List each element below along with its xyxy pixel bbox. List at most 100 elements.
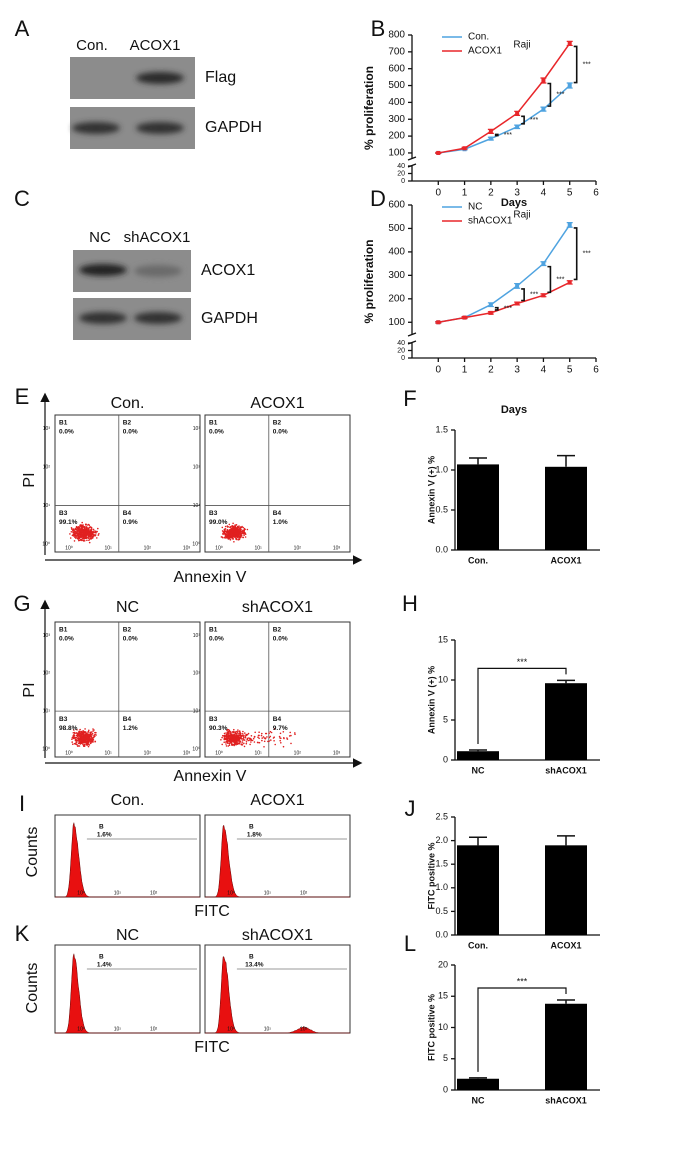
event-dot: [240, 526, 242, 529]
event-dot: [252, 737, 255, 740]
event-dot: [225, 536, 228, 539]
event-dot: [279, 732, 282, 735]
quadrant-name: B2: [273, 420, 282, 427]
event-dot: [222, 536, 224, 539]
event-dot: [241, 738, 243, 740]
x-tick-label: Con.: [468, 555, 488, 565]
event-dot: [92, 533, 94, 535]
event-dot: [221, 530, 224, 532]
y-tick-label: 15: [438, 634, 448, 644]
y-tick-label: 10: [438, 1022, 448, 1032]
event-dot: [242, 730, 244, 733]
event-dot: [85, 533, 88, 535]
event-dot: [78, 537, 80, 539]
x-tick-label: 10²: [294, 545, 302, 551]
quadrant-name: B1: [59, 420, 68, 427]
event-dot: [76, 745, 79, 747]
event-dot: [290, 742, 292, 745]
gate-percent: 1.6%: [97, 832, 112, 839]
event-dot: [231, 525, 234, 528]
event-dot: [78, 539, 80, 542]
event-dot: [229, 732, 232, 735]
y-tick-label: 700: [388, 46, 405, 57]
event-dot: [90, 733, 93, 736]
event-dot: [88, 739, 90, 741]
significance-label: ***: [517, 976, 528, 986]
event-dot: [81, 532, 83, 535]
event-dot: [236, 533, 238, 535]
significance-label: ***: [530, 292, 538, 299]
bar: [545, 466, 587, 550]
event-dot: [238, 525, 240, 527]
x-tick-label: 5: [567, 188, 573, 199]
event-dot: [236, 731, 239, 733]
lane-label: ACOX1: [130, 37, 181, 54]
y-axis-label: FITC positive %: [426, 994, 436, 1061]
event-dot: [231, 741, 234, 743]
event-dot: [244, 732, 246, 734]
column-title: shACOX1: [242, 599, 313, 616]
legend-label: NC: [468, 202, 482, 213]
event-dot: [73, 534, 76, 536]
event-dot: [243, 531, 246, 534]
x-tick-label: 2: [488, 188, 494, 199]
y-tick-label: 500: [388, 80, 405, 91]
event-dot: [75, 740, 77, 742]
event-dot: [71, 528, 73, 530]
event-dot: [233, 533, 235, 535]
x-tick-label: 6: [593, 365, 599, 376]
event-dot: [70, 527, 73, 529]
significance-label: ***: [530, 117, 538, 124]
event-dot: [87, 745, 90, 748]
event-dot: [83, 735, 86, 737]
gate-percent: 13.4%: [245, 962, 264, 969]
histogram: [205, 956, 350, 1034]
event-dot: [246, 733, 249, 736]
x-axis-label: Annexin V: [174, 768, 247, 785]
event-dot: [234, 740, 236, 743]
event-dot: [85, 731, 87, 733]
significance-label: ***: [583, 61, 591, 68]
y-axis-label: % proliferation: [362, 239, 376, 323]
y-tick-label: 20: [438, 959, 448, 969]
blot-band: [136, 72, 184, 84]
significance-label: ***: [556, 92, 564, 99]
event-dot: [81, 524, 83, 527]
event-dot: [222, 533, 224, 536]
error-bar: [557, 679, 575, 684]
x-tick-label: 10¹: [114, 1026, 122, 1032]
event-dot: [263, 746, 265, 748]
quadrant-percent: 0.0%: [123, 429, 138, 436]
x-tick-label: 10³: [333, 545, 341, 551]
bar: [457, 751, 499, 760]
x-tick-label: NC: [472, 1095, 485, 1105]
x-tick-label: 3: [514, 365, 520, 376]
y-tick-label: 20: [397, 170, 405, 177]
y-tick-label: 1.0: [435, 464, 448, 474]
significance-bracket: [477, 667, 567, 744]
y-tick-label: 200: [388, 293, 405, 304]
point: [567, 222, 572, 227]
error-bar: [469, 836, 487, 846]
event-dot: [288, 735, 291, 737]
event-dot: [229, 741, 232, 744]
event-dot: [81, 526, 84, 528]
event-dot: [270, 739, 272, 741]
event-dot: [242, 526, 244, 529]
row-label: GAPDH: [201, 310, 258, 327]
x-tick-label: 5: [567, 365, 573, 376]
quadrant-percent: 0.0%: [273, 636, 288, 643]
event-dot: [241, 740, 244, 742]
event-dot: [85, 526, 88, 528]
x-tick-label: 1: [462, 365, 468, 376]
event-dot: [234, 536, 236, 538]
event-dot: [75, 741, 78, 744]
histogram: [205, 824, 350, 898]
y-tick-label: 10¹: [43, 709, 51, 715]
event-dot: [88, 729, 90, 732]
significance-bracket: [494, 306, 499, 311]
event-dot: [268, 732, 270, 734]
column-title: ACOX1: [250, 395, 304, 412]
column-title: shACOX1: [242, 927, 313, 944]
event-dot: [225, 734, 228, 737]
